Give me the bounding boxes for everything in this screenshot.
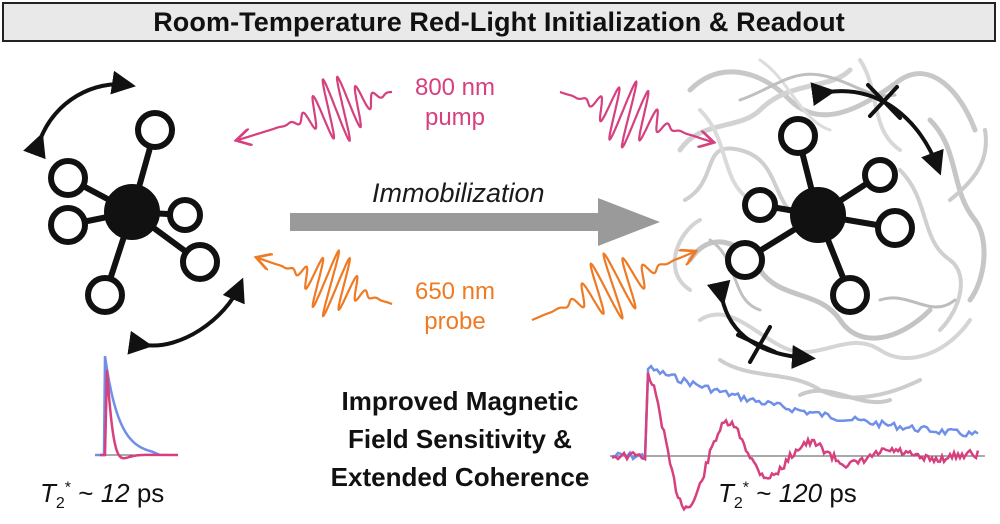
decay-plot-left [95,355,179,460]
t2-subscript: 2 [55,495,65,513]
molecule-left [48,110,220,315]
center-line-2: Field Sensitivity & [348,424,572,454]
light-wave-packets [238,75,712,321]
t2-symbol: T [40,478,56,508]
pump-label: 800 nm pump [400,73,510,133]
t2-symbol: T [718,478,734,508]
pump-text: pump [424,104,486,131]
probe-wave-left [258,248,393,318]
center-line-1: Improved Magnetic [341,386,579,416]
page-title: Room-Temperature Red-Light Initializatio… [153,6,845,37]
pump-wave-left [238,75,392,141]
probe-wavelength: 650 nm [414,278,496,305]
t2-value: 120 [778,478,823,508]
rotation-arrows-left [23,70,245,355]
center-statement: Improved Magnetic Field Sensitivity & Ex… [250,382,670,496]
t2-value: 12 [100,478,130,508]
polymer-matrix [672,58,988,404]
t2-unit: ps [136,478,165,508]
t2-superscript: * [64,479,72,497]
probe-text: probe [424,308,486,335]
t2-left-label: T2* ~ 12 ps [40,478,164,513]
t2-approx: ~ [756,478,772,508]
probe-wave-right [531,252,694,321]
blocked-rotation-arrows-right [706,82,944,369]
probe-label: 650 nm probe [400,277,510,337]
title-banner: Room-Temperature Red-Light Initializatio… [2,2,996,42]
center-line-3: Extended Coherence [330,462,590,492]
t2-unit: ps [829,478,857,508]
decay-plot-right [610,364,985,512]
pump-wavelength: 800 nm [414,74,496,101]
molecule-right [725,116,915,315]
t2-approx: ~ [78,478,94,508]
immobilization-label: Immobilization [372,178,545,208]
immobilization-arrow [290,198,660,246]
t2-subscript: 2 [733,495,743,513]
pump-wave-right [559,80,712,149]
t2-superscript: * [742,479,750,497]
t2-right-label: T2* ~ 120 ps [718,478,857,513]
